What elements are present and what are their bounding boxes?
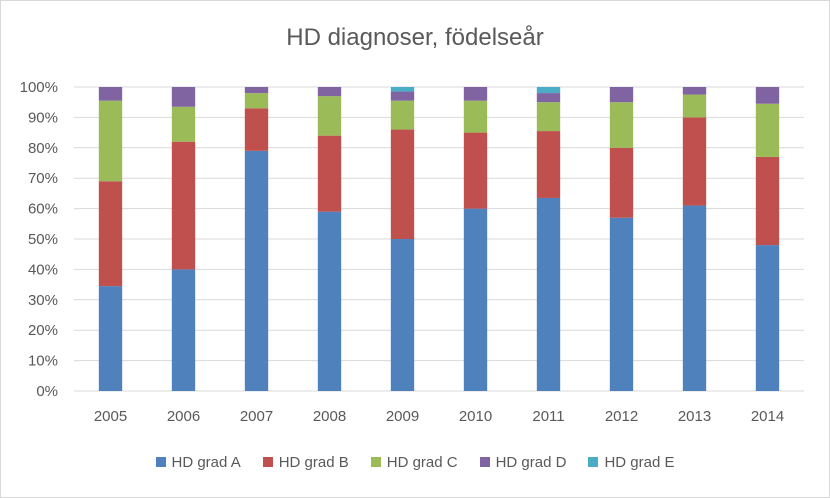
bar-segment [609,102,634,148]
bar-segment [755,103,780,157]
y-tick-label: 80% [28,140,58,157]
y-tick-label: 90% [28,109,58,126]
bar-segment [244,93,269,109]
legend-label: HD grad C [386,453,458,471]
bar-segment [609,217,634,391]
bar-segment [463,132,488,209]
legend-item: HD grad A [155,453,241,471]
bar-segment [390,100,415,130]
bar-segment [98,87,123,101]
bar-segment [682,87,707,95]
bar-segment [244,87,269,94]
legend-swatch [370,457,381,467]
bar-segment [682,94,707,118]
legend-swatch [262,457,273,467]
bar-segment [536,87,561,94]
bar-segment [536,93,561,103]
bar-segment [244,150,269,391]
x-tick-label: 2009 [386,408,419,425]
chart-title: HD diagnoser, födelseår [286,24,544,51]
bar-segment [317,211,342,391]
bar-segment [609,147,634,218]
bar-segment [755,87,780,104]
y-tick-label: 20% [28,322,58,339]
bar-segment [317,87,342,97]
bar-segment [463,87,488,101]
x-tick-label: 2014 [751,408,784,425]
bar-segment [682,117,707,206]
legend-label: HD grad B [278,453,349,471]
bar-segment [682,205,707,391]
bar-segment [317,135,342,212]
bar-segment [755,245,780,391]
bar-segment [609,87,634,103]
x-tick-label: 2006 [167,408,200,425]
y-tick-label: 30% [28,292,58,309]
bar-segment [390,91,415,101]
legend: HD grad A HD grad B HD grad C HD grad D HD g… [0,452,830,472]
bar-segment [536,131,561,198]
x-tick-label: 2008 [313,408,346,425]
bar-segment [317,96,342,136]
bar-segment [98,100,123,182]
legend-label: HD grad E [604,453,675,471]
bar-segment [390,239,415,391]
bar-segment [463,100,488,133]
legend-label: HD grad D [495,453,567,471]
bar-segment [171,106,196,142]
bar-segment [98,286,123,391]
legend-item: HD grad E [588,454,674,471]
bar-segment [536,102,561,132]
x-tick-label: 2007 [240,408,273,425]
bar-segment [536,197,561,391]
legend-item: HD grad D [479,453,567,471]
legend-swatch [155,457,166,467]
bar-segment [755,156,780,246]
bar-segment [390,129,415,239]
legend-item: HD grad C [370,453,458,471]
legend-item: HD grad B [262,453,349,471]
y-tick-label: 50% [28,231,58,248]
bar-segment [171,269,196,391]
x-tick-label: 2012 [605,408,638,425]
legend-swatch [588,457,599,467]
bar-segment [463,208,488,391]
bar-segment [171,87,196,107]
bar-segment [98,181,123,287]
x-tick-label: 2013 [678,408,711,425]
y-tick-label: 40% [28,261,58,278]
y-tick-label: 60% [28,201,58,218]
y-tick-label: 0% [36,383,58,400]
legend-swatch [479,457,490,467]
bar-segment [244,108,269,151]
bar-segment [390,87,415,92]
y-tick-label: 70% [28,170,58,187]
x-tick-label: 2005 [94,408,127,425]
x-tick-label: 2011 [532,408,564,425]
y-tick-label: 10% [28,353,58,370]
x-tick-label: 2010 [459,408,492,425]
bar-segment [171,141,196,270]
y-tick-label: 100% [20,79,58,96]
legend-label: HD grad A [171,453,241,471]
